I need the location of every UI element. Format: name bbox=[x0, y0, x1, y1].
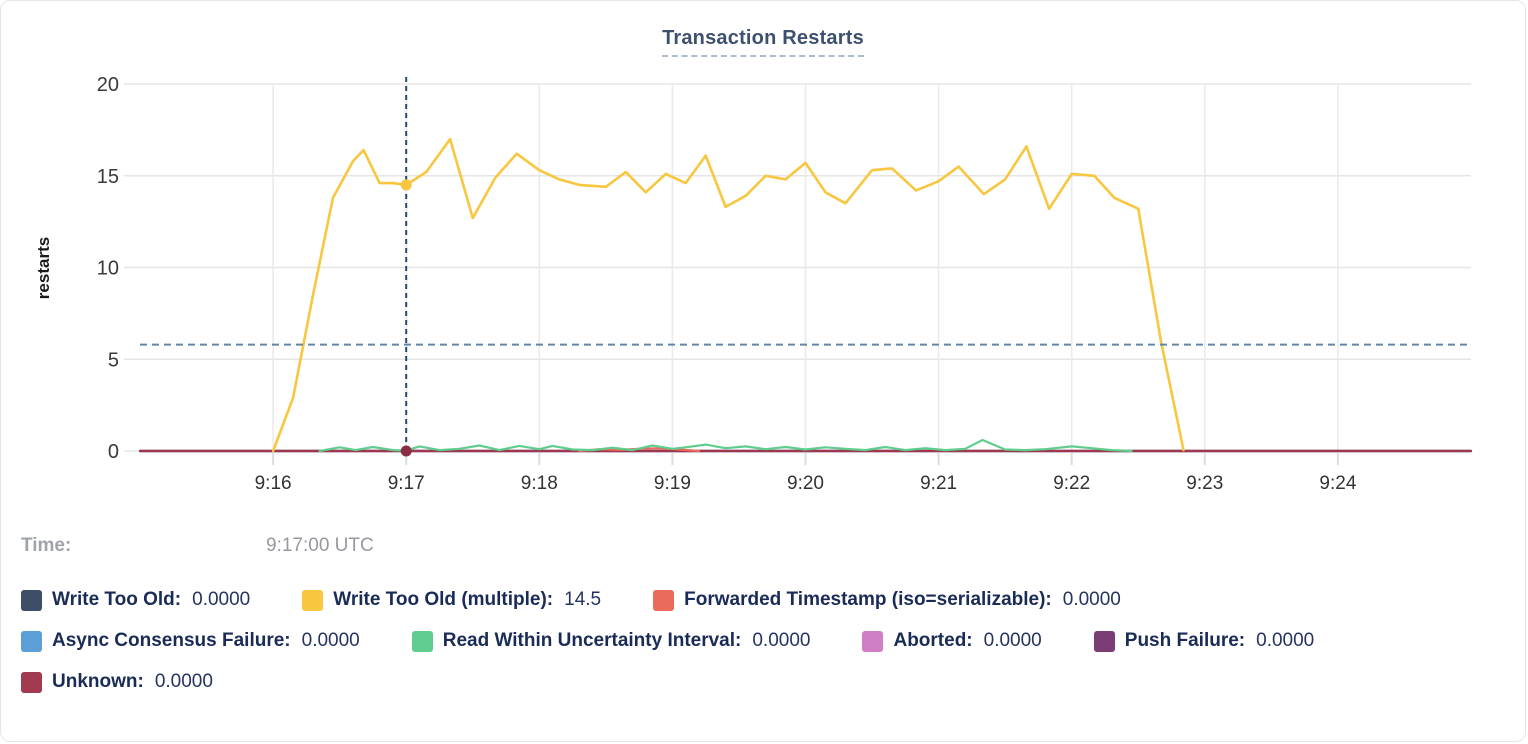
legend-swatch-icon bbox=[21, 671, 42, 693]
svg-text:9:18: 9:18 bbox=[521, 473, 558, 494]
series-read-within-uncertainty-interval bbox=[318, 438, 1133, 453]
series-lines bbox=[138, 137, 1473, 453]
y-tick-labels: 0 5 10 15 20 bbox=[97, 74, 119, 463]
series-write-too-old-multiple- bbox=[271, 137, 1185, 453]
legend-item: Push Failure: 0.0000 bbox=[1093, 630, 1315, 652]
legend-item: Async Consensus Failure: 0.0000 bbox=[21, 630, 360, 652]
legend-label: Async Consensus Failure: bbox=[52, 630, 291, 651]
svg-text:9:17: 9:17 bbox=[388, 473, 425, 494]
legend-value: 0.0000 bbox=[983, 630, 1042, 651]
legend-value: 0.0000 bbox=[154, 671, 213, 692]
chart-title-wrap: Transaction Restarts bbox=[1, 27, 1525, 57]
x-tick-labels: 9:16 9:17 9:18 9:19 9:20 9:21 9:22 9:23 9:24 bbox=[255, 473, 1357, 494]
legend-value: 0.0000 bbox=[752, 630, 811, 651]
legend-swatch-icon bbox=[862, 630, 884, 652]
svg-text:9:22: 9:22 bbox=[1053, 473, 1090, 494]
hover-dot-unknown bbox=[400, 445, 412, 457]
legend-value: 0.0000 bbox=[192, 589, 251, 610]
svg-text:9:16: 9:16 bbox=[255, 473, 292, 494]
legend-value: 0.0000 bbox=[1062, 589, 1121, 610]
time-value: 9:17:00 UTC bbox=[266, 535, 374, 556]
legend-swatch-icon bbox=[21, 630, 42, 652]
legend-item: Write Too Old (multiple): 14.5 bbox=[302, 589, 601, 611]
svg-text:9:20: 9:20 bbox=[787, 473, 824, 494]
time-label: Time: bbox=[21, 535, 72, 556]
legend-item: Aborted: 0.0000 bbox=[862, 630, 1042, 652]
legend-row: Async Consensus Failure: 0.0000 Read Withi… bbox=[21, 630, 1509, 652]
legend-swatch-icon bbox=[653, 589, 675, 611]
svg-text:10: 10 bbox=[97, 258, 119, 280]
legend-label: Forwarded Timestamp (iso=serializable): bbox=[684, 589, 1052, 610]
hover-time-row: Time: 9:17:00 UTC bbox=[21, 535, 374, 557]
legend-value: 0.0000 bbox=[301, 630, 360, 651]
svg-text:9:24: 9:24 bbox=[1319, 473, 1356, 494]
svg-text:9:23: 9:23 bbox=[1186, 473, 1223, 494]
hover-dot-write-too-old-multiple- bbox=[400, 179, 412, 191]
y-gridlines bbox=[124, 83, 1471, 452]
legend-swatch-icon bbox=[302, 589, 324, 611]
legend-row: Unknown: 0.0000 bbox=[21, 671, 1509, 693]
legend-row: Write Too Old: 0.0000 Write Too Old (multi… bbox=[21, 589, 1509, 611]
legend-label: Read Within Uncertainty Interval: bbox=[442, 630, 742, 651]
legend-item: Unknown: 0.0000 bbox=[21, 671, 213, 693]
x-gridlines bbox=[272, 84, 1339, 465]
chart-legend: Write Too Old: 0.0000 Write Too Old (multi… bbox=[21, 589, 1509, 712]
svg-text:9:19: 9:19 bbox=[654, 473, 691, 494]
svg-text:15: 15 bbox=[97, 166, 119, 188]
legend-label: Write Too Old: bbox=[52, 589, 182, 610]
y-axis-label: restarts bbox=[34, 237, 53, 299]
svg-text:20: 20 bbox=[97, 74, 119, 96]
svg-text:5: 5 bbox=[108, 349, 119, 371]
legend-swatch-icon bbox=[411, 630, 433, 652]
legend-item: Forwarded Timestamp (iso=serializable): 0… bbox=[653, 589, 1121, 611]
legend-label: Push Failure: bbox=[1124, 630, 1246, 651]
chart-title[interactable]: Transaction Restarts bbox=[662, 27, 864, 57]
svg-text:0: 0 bbox=[108, 441, 119, 463]
legend-swatch-icon bbox=[1093, 630, 1115, 652]
legend-value: 14.5 bbox=[564, 589, 602, 610]
restarts-line-chart[interactable]: 0 5 10 15 20 9:16 9:17 9:18 9:19 9:20 9:21 9:22 9:23… bbox=[1, 1, 1526, 513]
legend-item: Read Within Uncertainty Interval: 0.0000 bbox=[411, 630, 811, 652]
legend-swatch-icon bbox=[21, 589, 42, 611]
legend-item: Write Too Old: 0.0000 bbox=[21, 589, 250, 611]
legend-label: Aborted: bbox=[893, 630, 973, 651]
legend-label: Write Too Old (multiple): bbox=[333, 589, 554, 610]
legend-value: 0.0000 bbox=[1256, 630, 1315, 651]
svg-text:9:21: 9:21 bbox=[920, 473, 957, 494]
legend-label: Unknown: bbox=[52, 671, 144, 692]
